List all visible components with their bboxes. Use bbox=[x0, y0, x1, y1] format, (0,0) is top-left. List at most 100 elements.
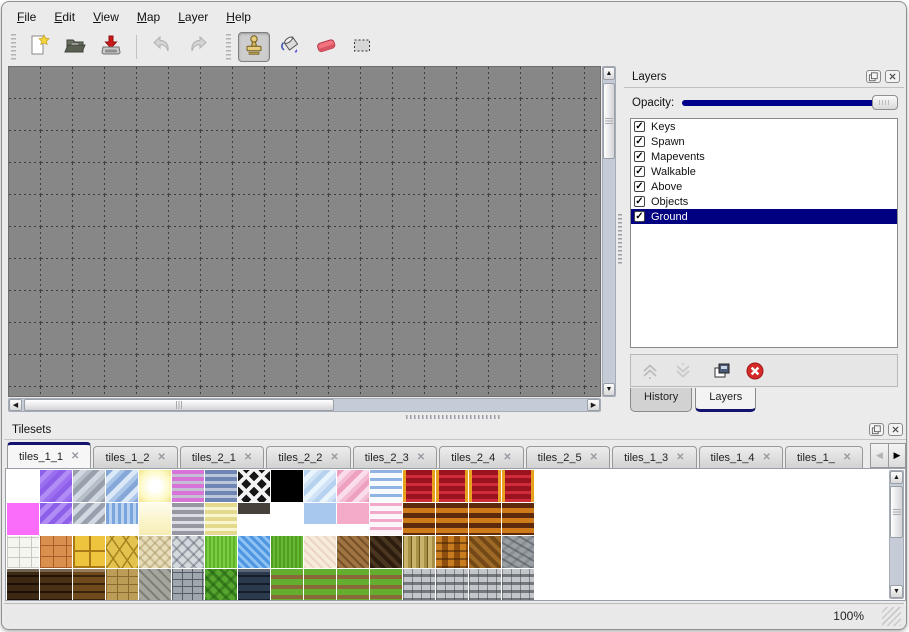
tile-yellow-glow[interactable] bbox=[139, 470, 171, 502]
delete-layer-button[interactable] bbox=[744, 360, 766, 382]
tile-orange-stripes[interactable] bbox=[502, 503, 534, 535]
scroll-up-button[interactable]: ▲ bbox=[603, 67, 615, 80]
new-document-button[interactable] bbox=[23, 32, 55, 62]
tileset-tab-tiles_2_5[interactable]: tiles_2_5 ✕ bbox=[525, 446, 611, 468]
close-tab-icon[interactable]: ✕ bbox=[503, 452, 512, 463]
move-layer-up-button[interactable] bbox=[639, 360, 661, 382]
scroll-right-button[interactable]: ▶ bbox=[587, 399, 600, 411]
undo-button[interactable] bbox=[146, 32, 178, 62]
tileset-tab-tiles_1[interactable]: tiles_1_ ✕ bbox=[784, 446, 864, 468]
scroll-down-button[interactable]: ▼ bbox=[603, 383, 615, 396]
layer-visibility-checkbox[interactable]: ✓ bbox=[634, 136, 645, 147]
map-canvas[interactable] bbox=[8, 66, 601, 397]
close-tab-icon[interactable]: ✕ bbox=[762, 452, 771, 463]
menu-edit[interactable]: Edit bbox=[54, 10, 76, 24]
tile-dirt[interactable] bbox=[337, 536, 369, 568]
tile-pink-glass[interactable] bbox=[337, 470, 369, 502]
tile-sky-blue-sm[interactable] bbox=[304, 503, 336, 535]
tile-black[interactable] bbox=[271, 470, 303, 502]
tileset-vertical-scrollbar[interactable]: ▲ ▼ bbox=[889, 470, 904, 599]
layer-visibility-checkbox[interactable]: ✓ bbox=[634, 151, 645, 162]
layer-row-mapevents[interactable]: ✓ Mapevents bbox=[631, 149, 897, 164]
tile-yellow-stripes[interactable] bbox=[205, 503, 237, 535]
close-tab-icon[interactable]: ✕ bbox=[330, 452, 339, 463]
tile-basket-weave[interactable] bbox=[436, 536, 468, 568]
tile-blue-wave[interactable] bbox=[370, 470, 402, 502]
tile-pink-wave[interactable] bbox=[370, 503, 402, 535]
tile-water-sm[interactable] bbox=[106, 503, 138, 535]
save-map-button[interactable] bbox=[95, 32, 127, 62]
menu-layer[interactable]: Layer bbox=[178, 10, 209, 24]
tile-purple-glass[interactable] bbox=[40, 470, 72, 502]
tile-tan-wall[interactable] bbox=[106, 569, 138, 600]
tile-planks[interactable] bbox=[403, 536, 435, 568]
scrollbar-thumb[interactable] bbox=[24, 399, 334, 411]
tile-hedge[interactable] bbox=[205, 569, 237, 600]
dock-tab-layers[interactable]: Layers bbox=[695, 388, 757, 412]
tile-orange-stripes[interactable] bbox=[469, 503, 501, 535]
tile-grass[interactable] bbox=[271, 536, 303, 568]
tile-blue-brick[interactable] bbox=[238, 569, 270, 600]
toolbar-drag-handle[interactable] bbox=[226, 34, 231, 60]
eraser-tool-button[interactable] bbox=[310, 32, 342, 62]
menu-help[interactable]: Help bbox=[226, 10, 251, 24]
layer-visibility-checkbox[interactable]: ✓ bbox=[634, 181, 645, 192]
float-panel-button[interactable] bbox=[866, 70, 881, 83]
layer-visibility-checkbox[interactable]: ✓ bbox=[634, 196, 645, 207]
menu-view[interactable]: View bbox=[93, 10, 119, 24]
opacity-slider[interactable] bbox=[682, 95, 898, 110]
duplicate-layer-button[interactable] bbox=[711, 360, 733, 382]
scroll-left-button[interactable]: ◀ bbox=[9, 399, 22, 411]
close-tab-icon[interactable]: ✕ bbox=[842, 452, 852, 463]
rect-select-tool-button[interactable] bbox=[346, 32, 378, 62]
tile-gray-stone-wall[interactable] bbox=[139, 569, 171, 600]
toolbar-drag-handle[interactable] bbox=[11, 34, 16, 60]
close-tab-icon[interactable]: ✕ bbox=[676, 452, 685, 463]
tile-grass-dirt[interactable] bbox=[271, 569, 303, 600]
tile-grass-bright[interactable] bbox=[205, 536, 237, 568]
tile-pale-yellow[interactable] bbox=[139, 503, 171, 535]
tile-orange-stripes[interactable] bbox=[403, 503, 435, 535]
tile-orchid-stripes[interactable] bbox=[172, 470, 204, 502]
tile-silver-glass[interactable] bbox=[73, 470, 105, 502]
close-tab-icon[interactable]: ✕ bbox=[71, 451, 80, 462]
layer-row-ground[interactable]: ✓ Ground bbox=[631, 209, 897, 224]
tileset-tab-tiles_2_3[interactable]: tiles_2_3 ✕ bbox=[352, 446, 438, 468]
tile-pebbles[interactable] bbox=[139, 536, 171, 568]
layer-row-spawn[interactable]: ✓ Spawn bbox=[631, 134, 897, 149]
move-layer-down-button[interactable] bbox=[672, 360, 694, 382]
fill-tool-button[interactable] bbox=[274, 32, 306, 62]
tile-stone-brick[interactable] bbox=[403, 569, 435, 600]
tile-sky-glass[interactable] bbox=[304, 470, 336, 502]
horizontal-splitter[interactable] bbox=[2, 413, 906, 420]
redo-button[interactable] bbox=[182, 32, 214, 62]
tile-stone-brick[interactable] bbox=[469, 569, 501, 600]
tile-log-ends[interactable] bbox=[502, 536, 534, 568]
tile-stone-brick[interactable] bbox=[502, 569, 534, 600]
close-panel-button[interactable] bbox=[888, 423, 903, 436]
tile-magenta[interactable] bbox=[7, 503, 39, 535]
close-tab-icon[interactable]: ✕ bbox=[589, 452, 599, 463]
menu-file[interactable]: File bbox=[17, 10, 37, 24]
canvas-vertical-scrollbar[interactable]: ▲ ▼ bbox=[602, 66, 616, 397]
tile-grass-dirt[interactable] bbox=[370, 569, 402, 600]
layer-row-objects[interactable]: ✓ Objects bbox=[631, 194, 897, 209]
opacity-slider-handle[interactable] bbox=[872, 95, 898, 110]
scrollbar-thumb[interactable] bbox=[603, 83, 615, 159]
tile-brown-brick[interactable] bbox=[73, 569, 105, 600]
stamp-tool-button[interactable] bbox=[238, 32, 270, 62]
tile-dark-sign[interactable] bbox=[238, 503, 270, 535]
tile-dark-shingle[interactable] bbox=[370, 536, 402, 568]
tile-herringbone[interactable] bbox=[469, 536, 501, 568]
tile-red-curtain[interactable] bbox=[469, 470, 501, 502]
layer-row-walkable[interactable]: ✓ Walkable bbox=[631, 164, 897, 179]
tile-dark-brick[interactable] bbox=[7, 569, 39, 600]
tile-silver-glass-sm[interactable] bbox=[73, 503, 105, 535]
layer-visibility-checkbox[interactable]: ✓ bbox=[634, 166, 645, 177]
close-tab-icon[interactable]: ✕ bbox=[416, 452, 426, 463]
tile-gray-stones[interactable] bbox=[172, 536, 204, 568]
layer-visibility-checkbox[interactable]: ✓ bbox=[634, 211, 645, 222]
tileset-tab-tiles_2_2[interactable]: tiles_2_2 ✕ bbox=[266, 446, 351, 468]
tile-purple-glass-sm[interactable] bbox=[40, 503, 72, 535]
close-panel-button[interactable] bbox=[885, 70, 900, 83]
